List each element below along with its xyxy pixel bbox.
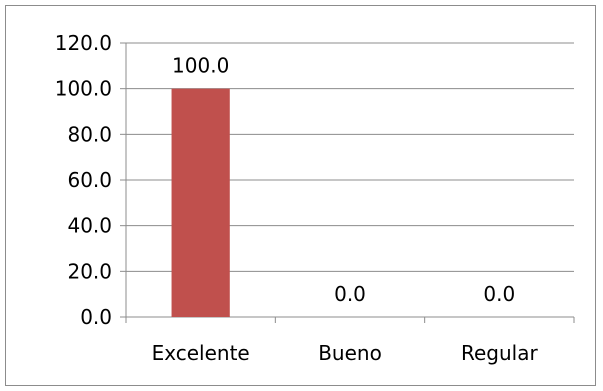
y-tick-label: 120.0 [55, 31, 112, 55]
y-tick-label: 60.0 [67, 168, 112, 192]
labels: 0.0 20.0 40.0 60.0 80.0 100.0 120.0 100.0 Excele… [55, 31, 539, 365]
y-tick-label: 100.0 [55, 77, 112, 101]
y-tick-label: 40.0 [67, 214, 112, 238]
y-tick-label: 0.0 [80, 305, 112, 329]
x-category-label: Excelente [152, 341, 250, 365]
x-category-label: Bueno [318, 341, 382, 365]
y-tick-label: 80.0 [67, 122, 112, 146]
x-category-label: Regular [461, 341, 538, 365]
data-label: 100.0 [172, 54, 229, 78]
bars [171, 88, 230, 318]
chart-frame [5, 5, 596, 386]
axes [120, 42, 575, 323]
data-label: 0.0 [483, 282, 515, 306]
data-label: 0.0 [334, 282, 366, 306]
bar [171, 88, 230, 318]
y-tick-label: 20.0 [67, 259, 112, 283]
